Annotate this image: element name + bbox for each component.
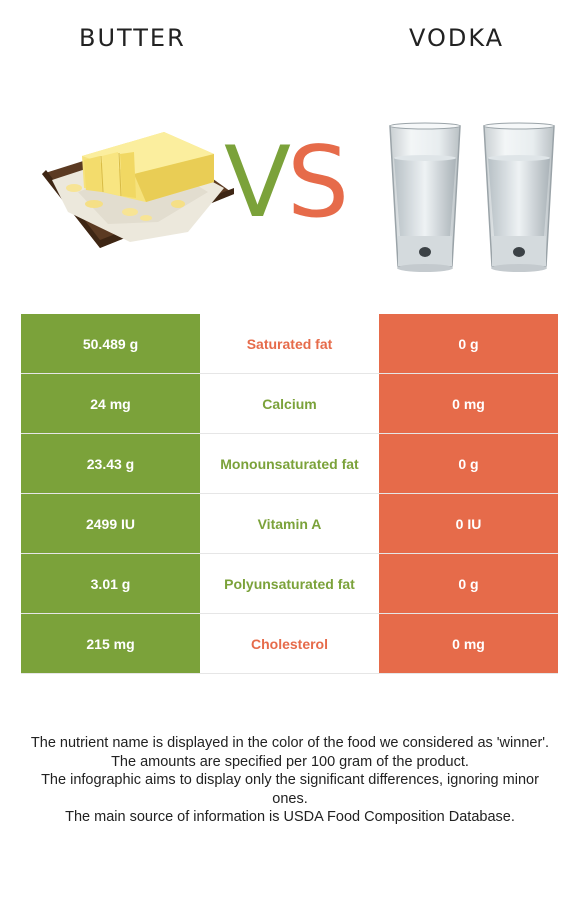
table-row: 2499 IU Vitamin A 0 IU bbox=[21, 494, 558, 554]
table-row: 215 mg Cholesterol 0 mg bbox=[21, 614, 558, 674]
nutrient-name: Monounsaturated fat bbox=[200, 434, 379, 493]
right-value: 0 mg bbox=[379, 614, 558, 673]
left-value: 24 mg bbox=[21, 374, 200, 433]
nutrient-name: Calcium bbox=[200, 374, 379, 433]
nutrient-name: Saturated fat bbox=[200, 314, 379, 373]
left-value: 3.01 g bbox=[21, 554, 200, 613]
right-value: 0 g bbox=[379, 314, 558, 373]
nutrient-name: Cholesterol bbox=[200, 614, 379, 673]
footer-line: The main source of information is USDA F… bbox=[65, 809, 515, 825]
right-value: 0 mg bbox=[379, 374, 558, 433]
right-value: 0 g bbox=[379, 434, 558, 493]
footer-line: The amounts are specified per 100 gram o… bbox=[111, 753, 469, 770]
left-value: 215 mg bbox=[21, 614, 200, 673]
left-value: 23.43 g bbox=[21, 434, 200, 493]
table-row: 23.43 g Monounsaturated fat 0 g bbox=[21, 434, 558, 494]
table-row: 24 mg Calcium 0 mg bbox=[21, 374, 558, 434]
right-value: 0 g bbox=[379, 554, 558, 613]
vs-s: S bbox=[287, 126, 349, 240]
table-row: 50.489 g Saturated fat 0 g bbox=[21, 314, 558, 374]
butter-image bbox=[42, 132, 234, 248]
left-food-title: BUTTER bbox=[79, 24, 186, 52]
footer-line: The nutrient name is displayed in the co… bbox=[30, 735, 550, 751]
nutrient-name: Polyunsaturated fat bbox=[200, 554, 379, 613]
vs-label: VS bbox=[224, 134, 349, 232]
vodka-image bbox=[389, 122, 555, 272]
table-row: 3.01 g Polyunsaturated fat 0 g bbox=[21, 554, 558, 614]
left-value: 2499 IU bbox=[21, 494, 200, 553]
left-value: 50.489 g bbox=[21, 314, 200, 373]
vs-v: V bbox=[224, 126, 291, 240]
comparison-table: 50.489 g Saturated fat 0 g 24 mg Calcium… bbox=[21, 314, 558, 674]
right-value: 0 IU bbox=[379, 494, 558, 553]
footer-notes: The nutrient name is displayed in the co… bbox=[30, 734, 550, 827]
footer-line: The infographic aims to display only the… bbox=[41, 772, 539, 807]
right-food-title: VODKA bbox=[409, 24, 505, 52]
nutrient-name: Vitamin A bbox=[200, 494, 379, 553]
